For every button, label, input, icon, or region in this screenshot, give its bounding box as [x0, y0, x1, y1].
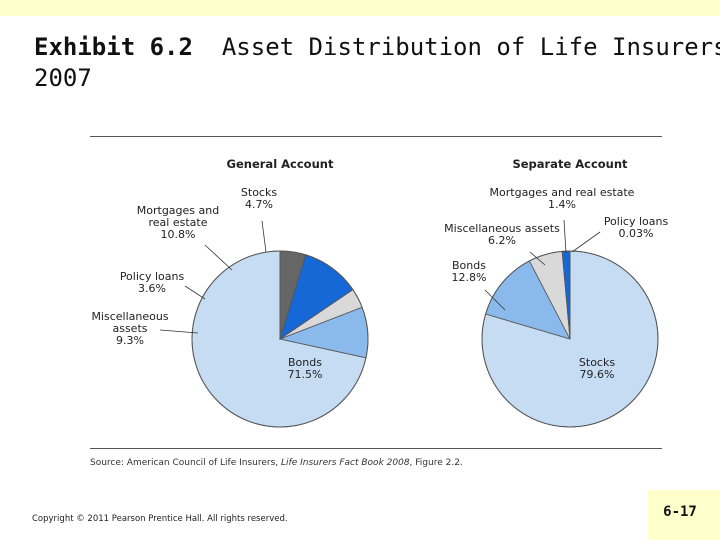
- general-account-leader-mortgages-and-real-estate: [204, 244, 233, 271]
- separate-account-label-policy-loans: Policy loans: [604, 215, 669, 228]
- title-text: Asset Distribution of Life Insurers: [221, 33, 720, 61]
- separate-account-value-stocks: 79.6%: [580, 368, 615, 381]
- general-account-value-stocks: 4.7%: [245, 198, 273, 211]
- slide-number: 6-17: [663, 504, 697, 520]
- general-account-value-bonds: 71.5%: [288, 368, 323, 381]
- exhibit-number: Exhibit 6.2: [34, 33, 193, 61]
- separate-account-pie-outline: [481, 250, 659, 428]
- general-account-leader-stocks: [261, 220, 267, 253]
- source-prefix: Source: American Council of Life Insurer…: [90, 458, 282, 468]
- source-suffix: , Figure 2.2.: [409, 458, 463, 468]
- separate-account-value-bonds: 12.8%: [452, 271, 487, 284]
- general-account-value-miscellaneous-assets: 9.3%: [116, 334, 144, 347]
- separate-account-label-miscellaneous-assets: Miscellaneous assets: [444, 222, 560, 235]
- separate-account-value-policy-loans: 0.03%: [619, 227, 654, 240]
- source-note: Source: American Council of Life Insurer…: [90, 458, 463, 468]
- general-account-leader-policy-loans: [184, 285, 206, 300]
- general-account-value-policy-loans: 3.6%: [138, 282, 166, 295]
- separate-account-title: Separate Account: [512, 157, 628, 171]
- separate-account-label-bonds: Bonds: [452, 259, 486, 272]
- general-account-leader-miscellaneous-assets: [159, 329, 199, 334]
- separate-account-label-stocks: Stocks: [579, 356, 615, 369]
- general-account-label-policy-loans: Policy loans: [120, 270, 185, 283]
- general-account-label-stocks: Stocks: [241, 186, 277, 199]
- separate-account-leader-policy-loans: [571, 231, 601, 253]
- separate-account-leader-mortgages-and-real-estate: [563, 219, 567, 254]
- general-account-title: General Account: [227, 157, 334, 171]
- separate-account-value-mortgages-and-real-estate: 1.4%: [548, 198, 576, 211]
- separate-account-leader-bonds: [484, 289, 506, 311]
- general-account-pie-outline: [191, 250, 369, 428]
- general-account-label-mortgages-and-real-estate-1: Mortgages and: [137, 204, 219, 217]
- separate-account-value-miscellaneous-assets: 6.2%: [488, 234, 516, 247]
- title-year: 2007: [34, 64, 92, 92]
- separate-account-leader-miscellaneous-assets: [529, 251, 546, 266]
- slide-number-box: 6-17: [648, 490, 720, 540]
- bottom-rule: [90, 448, 662, 449]
- general-account-label-miscellaneous-assets-1: Miscellaneous: [91, 310, 168, 323]
- general-account-label-bonds: Bonds: [288, 356, 322, 369]
- top-rule: [90, 136, 662, 137]
- slide-title: Exhibit 6.2 Asset Distribution of Life I…: [34, 32, 720, 94]
- top-accent-strip: [0, 0, 720, 16]
- general-account-label-mortgages-and-real-estate-2: real estate: [149, 216, 208, 229]
- general-account-value-mortgages-and-real-estate: 10.8%: [161, 228, 196, 241]
- source-book: Life Insurers Fact Book 2008: [281, 458, 410, 468]
- copyright-notice: Copyright © 2011 Pearson Prentice Hall. …: [32, 514, 288, 524]
- general-account-label-miscellaneous-assets-2: assets: [112, 322, 147, 335]
- separate-account-label-mortgages-and-real-estate: Mortgages and real estate: [490, 186, 635, 199]
